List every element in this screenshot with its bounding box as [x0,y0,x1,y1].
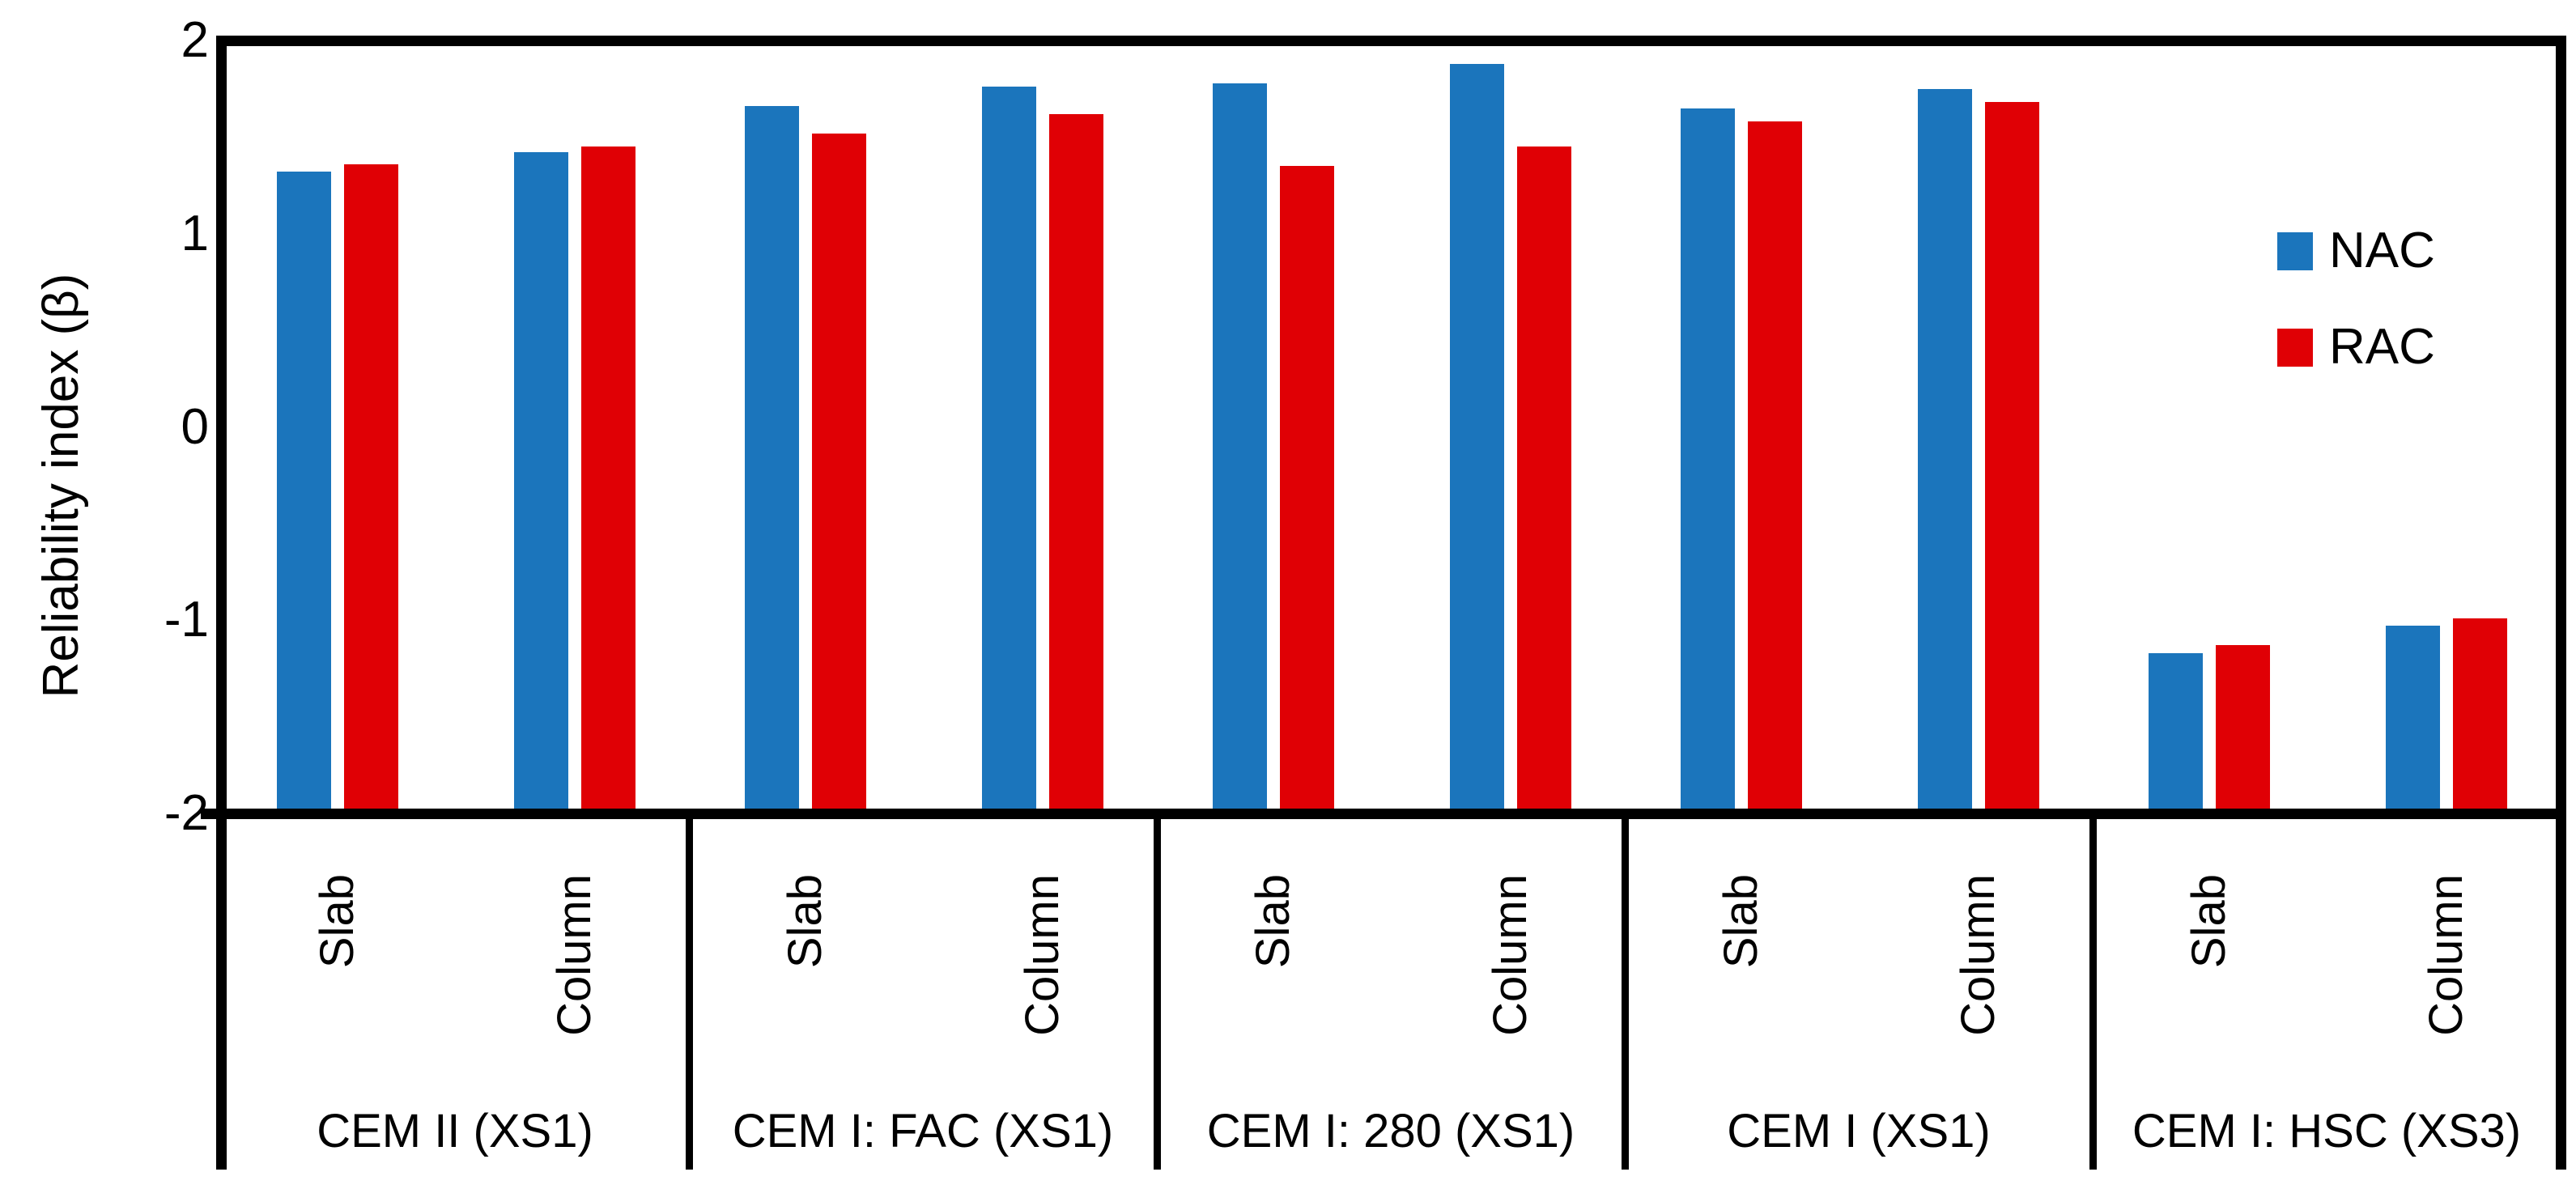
bar-nac-group4-column [1918,88,1972,815]
y-tick-label--2: -2 [164,785,209,841]
y-tick-label--1: -1 [164,592,209,648]
bar-nac-group2-slab [745,106,799,815]
bar-nac-group3-column [1450,63,1504,815]
bar-rac-group3-column [1517,147,1571,815]
legend-label-nac: NAC [2329,223,2435,278]
subcategory-label-slab-group3: Slab [1247,874,1299,969]
group-divider-2 [1153,813,1161,1170]
subcategory-label-column-group2: Column [1016,874,1069,1036]
bar-rac-group5-slab [2216,645,2270,815]
bar-nac-group2-column [982,87,1036,815]
y-tick-label-2: 2 [181,12,209,68]
subcategory-label-column-group5: Column [2420,874,2472,1036]
legend-swatch-rac [2277,329,2313,367]
group-label-5: CEM I: HSC (XS3) [2132,1105,2522,1157]
bar-rac-group5-column [2453,618,2507,815]
group-label-3: CEM I: 280 (XS1) [1206,1105,1575,1157]
x-axis-baseline [201,809,2566,819]
bar-rac-group2-column [1049,113,1103,815]
subcategory-label-column-group3: Column [1484,874,1537,1036]
bar-rac-group2-slab [812,133,866,815]
plot-border-right [2556,36,2566,1170]
bar-nac-group3-slab [1213,83,1267,815]
bar-nac-group5-column [2386,626,2440,815]
y-axis-title: Reliability index (β) [33,273,89,699]
group-label-1: CEM II (XS1) [317,1105,593,1157]
group-divider-3 [1621,813,1629,1170]
legend-swatch-nac [2277,232,2313,270]
group-divider-1 [685,813,693,1170]
subcategory-label-slab-group5: Slab [2183,874,2235,969]
group-label-2: CEM I: FAC (XS1) [732,1105,1114,1157]
y-tick-label-0: 0 [181,398,209,455]
subcategory-label-column-group4: Column [1952,874,2004,1036]
subcategory-label-slab-group1: Slab [311,874,363,969]
bar-rac-group4-column [1985,102,2039,815]
bar-nac-group5-slab [2149,652,2203,815]
bar-nac-group1-column [514,152,568,815]
group-label-4: CEM I (XS1) [1727,1105,1991,1157]
bar-rac-group4-slab [1748,121,1802,815]
bar-nac-group4-slab [1681,108,1735,815]
bar-rac-group3-slab [1280,166,1334,815]
bar-nac-group1-slab [277,172,331,815]
plot-border-top [216,36,2566,46]
y-tick-label-1: 1 [181,205,209,261]
subcategory-label-slab-group4: Slab [1715,874,1767,969]
legend-label-rac: RAC [2329,319,2435,375]
group-divider-4 [2089,813,2097,1170]
subcategory-label-slab-group2: Slab [779,874,831,969]
y-axis-line [216,36,227,1170]
bar-rac-group1-column [581,147,635,815]
bar-rac-group1-slab [344,163,398,815]
subcategory-label-column-group1: Column [548,874,601,1036]
